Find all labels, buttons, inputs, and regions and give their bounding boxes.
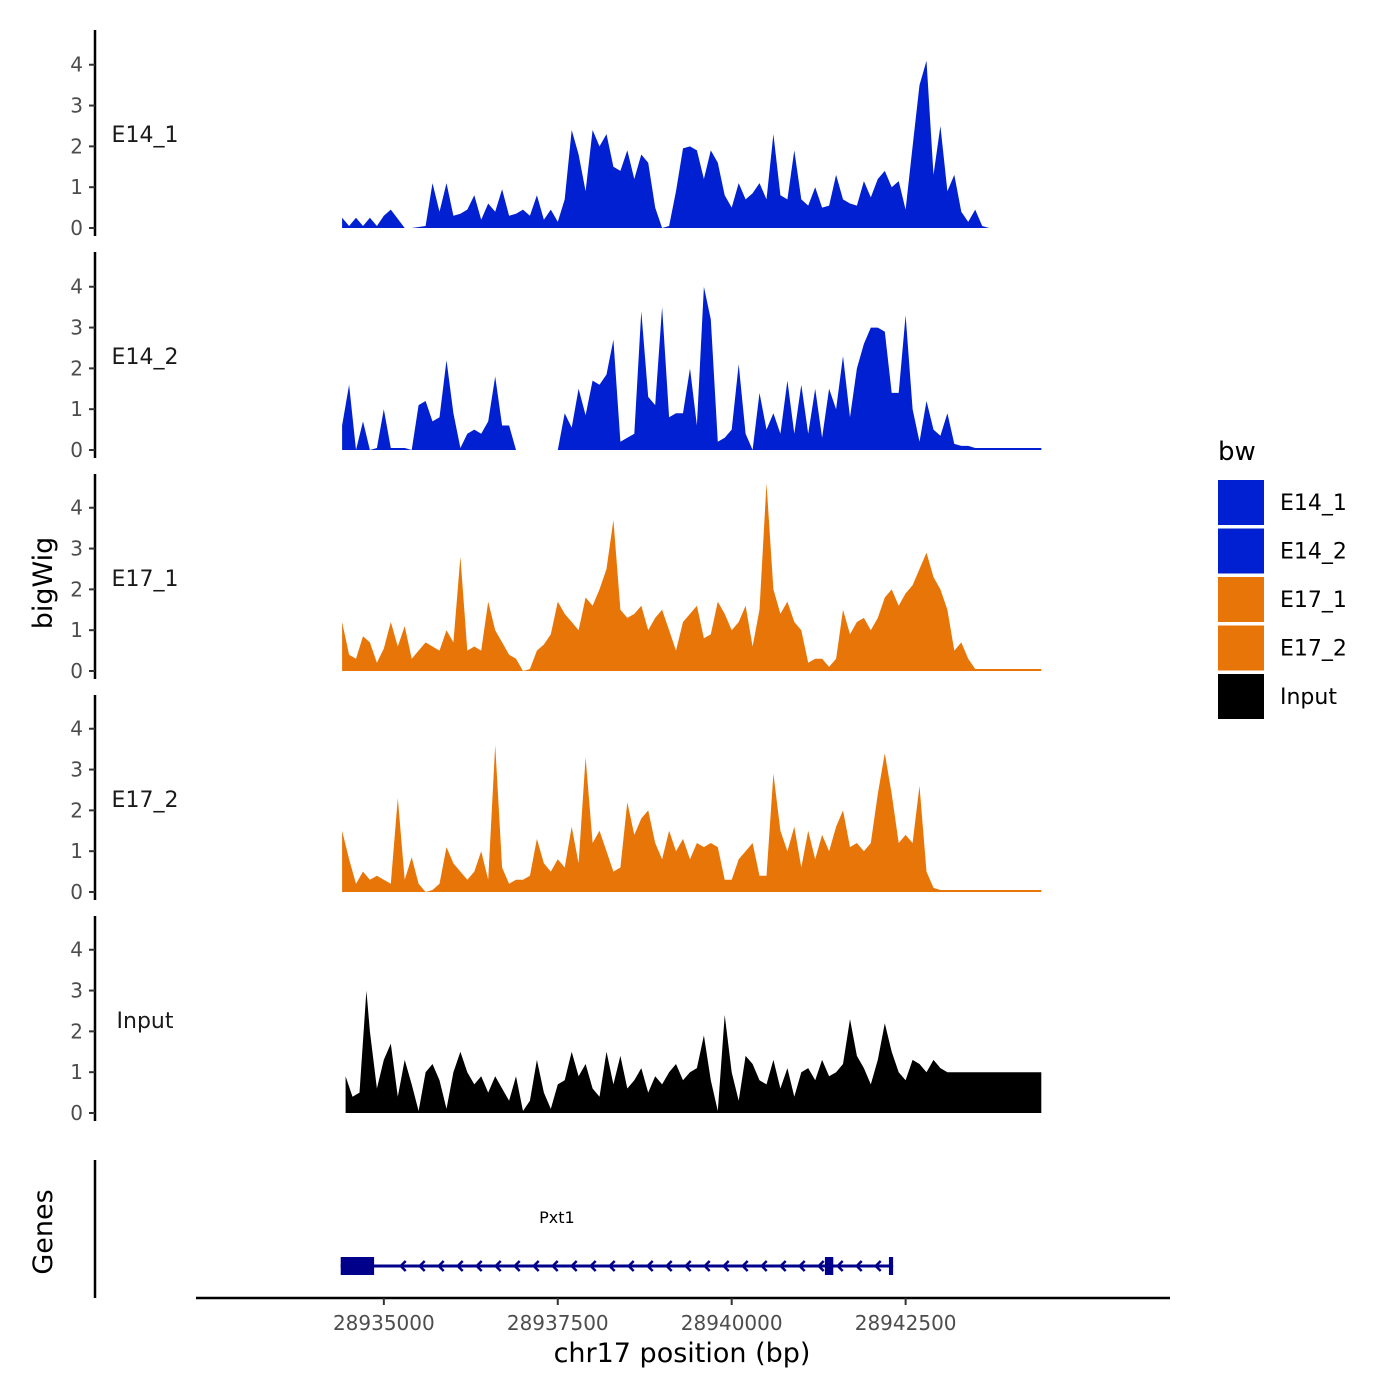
strand-arrow-icon [797,1260,806,1272]
legend-label: E14_2 [1280,540,1347,565]
strand-arrow-icon [759,1260,768,1272]
y-tick-label: 2 [70,577,83,601]
legend-label: E14_1 [1280,491,1347,516]
y-tick-label: 4 [70,53,83,77]
strand-arrow-icon [778,1260,787,1272]
y-tick-label: 1 [70,397,83,421]
legend: bw E14_1 E14_2 E17_1 E17_2 Input [1218,437,1347,719]
gene-name-label: Pxt1 [539,1208,575,1227]
y-tick-label: 3 [70,979,83,1003]
y-tick-label: 0 [70,659,83,683]
signal-area [342,745,1042,892]
strand-arrow-icon [550,1260,559,1272]
y-tick-label: 1 [70,839,83,863]
gene-strand-arrows [398,1260,882,1272]
gene-track: Pxt1 [93,1160,894,1298]
track-e17-1: 0 1 2 3 4 E17_1 [70,474,1042,683]
track-label: E14_2 [112,345,179,370]
strand-arrow-icon [835,1260,844,1272]
y-tick-label: 0 [70,216,83,240]
gene-exon [340,1257,375,1275]
track-label: E17_2 [112,788,179,813]
y-tick-label: 2 [70,134,83,158]
track-input: 0 1 2 3 4 Input [70,916,1042,1125]
y-tick-label: 1 [70,1060,83,1084]
strand-arrow-icon [740,1260,749,1272]
y-tick-label: 3 [70,94,83,118]
strand-arrow-icon [531,1260,540,1272]
signal-tracks: 0 1 2 3 4 E14_1 0 1 2 3 4 E14_2 0 1 2 3 4 E17_1 0 1 2 3 4 E17_2… [70,30,1042,1125]
strand-arrow-icon [512,1260,521,1272]
y-tick-label: 4 [70,717,83,741]
strand-arrow-icon [854,1260,863,1272]
x-axis-title: chr17 position (bp) [554,1338,811,1369]
legend-label: E17_1 [1280,588,1347,613]
strand-arrow-icon [664,1260,673,1272]
legend-swatch [1218,480,1264,525]
strand-arrow-icon [645,1260,654,1272]
signal-area [345,990,1042,1113]
x-tick-label: 28937500 [507,1311,609,1335]
y-tick-label: 4 [70,496,83,520]
x-tick-label: 28942500 [855,1311,957,1335]
legend-title: bw [1218,437,1256,467]
x-axis: 28935000 28937500 28940000 28942500 [196,1296,1170,1335]
strand-arrow-icon [493,1260,502,1272]
gene-exon [824,1257,834,1275]
strand-arrow-icon [436,1260,445,1272]
y-tick-label: 4 [70,275,83,299]
legend-swatch [1218,674,1264,719]
y-tick-label: 3 [70,758,83,782]
signal-area [342,483,1042,671]
strand-arrow-icon [683,1260,692,1272]
y-axis-title: bigWig [28,537,59,630]
strand-arrow-icon [474,1260,483,1272]
signal-area [342,60,1042,229]
strand-arrow-icon [455,1260,464,1272]
y-tick-label: 2 [70,798,83,822]
track-e17-2: 0 1 2 3 4 E17_2 [70,695,1042,904]
strand-arrow-icon [816,1260,825,1272]
signal-area [342,286,1042,450]
strand-arrow-icon [607,1260,616,1272]
x-tick-label: 28935000 [333,1311,435,1335]
strand-arrow-icon [626,1260,635,1272]
track-e14-2: 0 1 2 3 4 E14_2 [70,252,1042,462]
track-label: E17_1 [112,567,179,592]
gene-exon [888,1257,894,1275]
strand-arrow-icon [569,1260,578,1272]
y-tick-label: 2 [70,1019,83,1043]
y-tick-label: 3 [70,316,83,340]
strand-arrow-icon [398,1260,407,1272]
y-tick-label: 0 [70,880,83,904]
legend-label: Input [1280,685,1337,710]
legend-swatch [1218,528,1264,574]
legend-label: E17_2 [1280,637,1347,662]
y-tick-label: 3 [70,537,83,561]
track-e14-1: 0 1 2 3 4 E14_1 [70,30,1042,240]
strand-arrow-icon [873,1260,882,1272]
y-tick-label: 2 [70,356,83,380]
x-tick-label: 28940000 [681,1311,783,1335]
y-tick-label: 1 [70,618,83,642]
y-tick-label: 0 [70,438,83,462]
legend-swatch [1218,625,1264,671]
strand-arrow-icon [702,1260,711,1272]
y-tick-label: 1 [70,175,83,199]
track-label: E14_1 [112,123,179,148]
strand-arrow-icon [721,1260,730,1272]
track-label: Input [117,1009,174,1034]
legend-swatch [1218,577,1264,622]
y-tick-label: 4 [70,938,83,962]
genes-axis-title: Genes [28,1189,59,1274]
strand-arrow-icon [417,1260,426,1272]
y-tick-label: 0 [70,1101,83,1125]
strand-arrow-icon [588,1260,597,1272]
